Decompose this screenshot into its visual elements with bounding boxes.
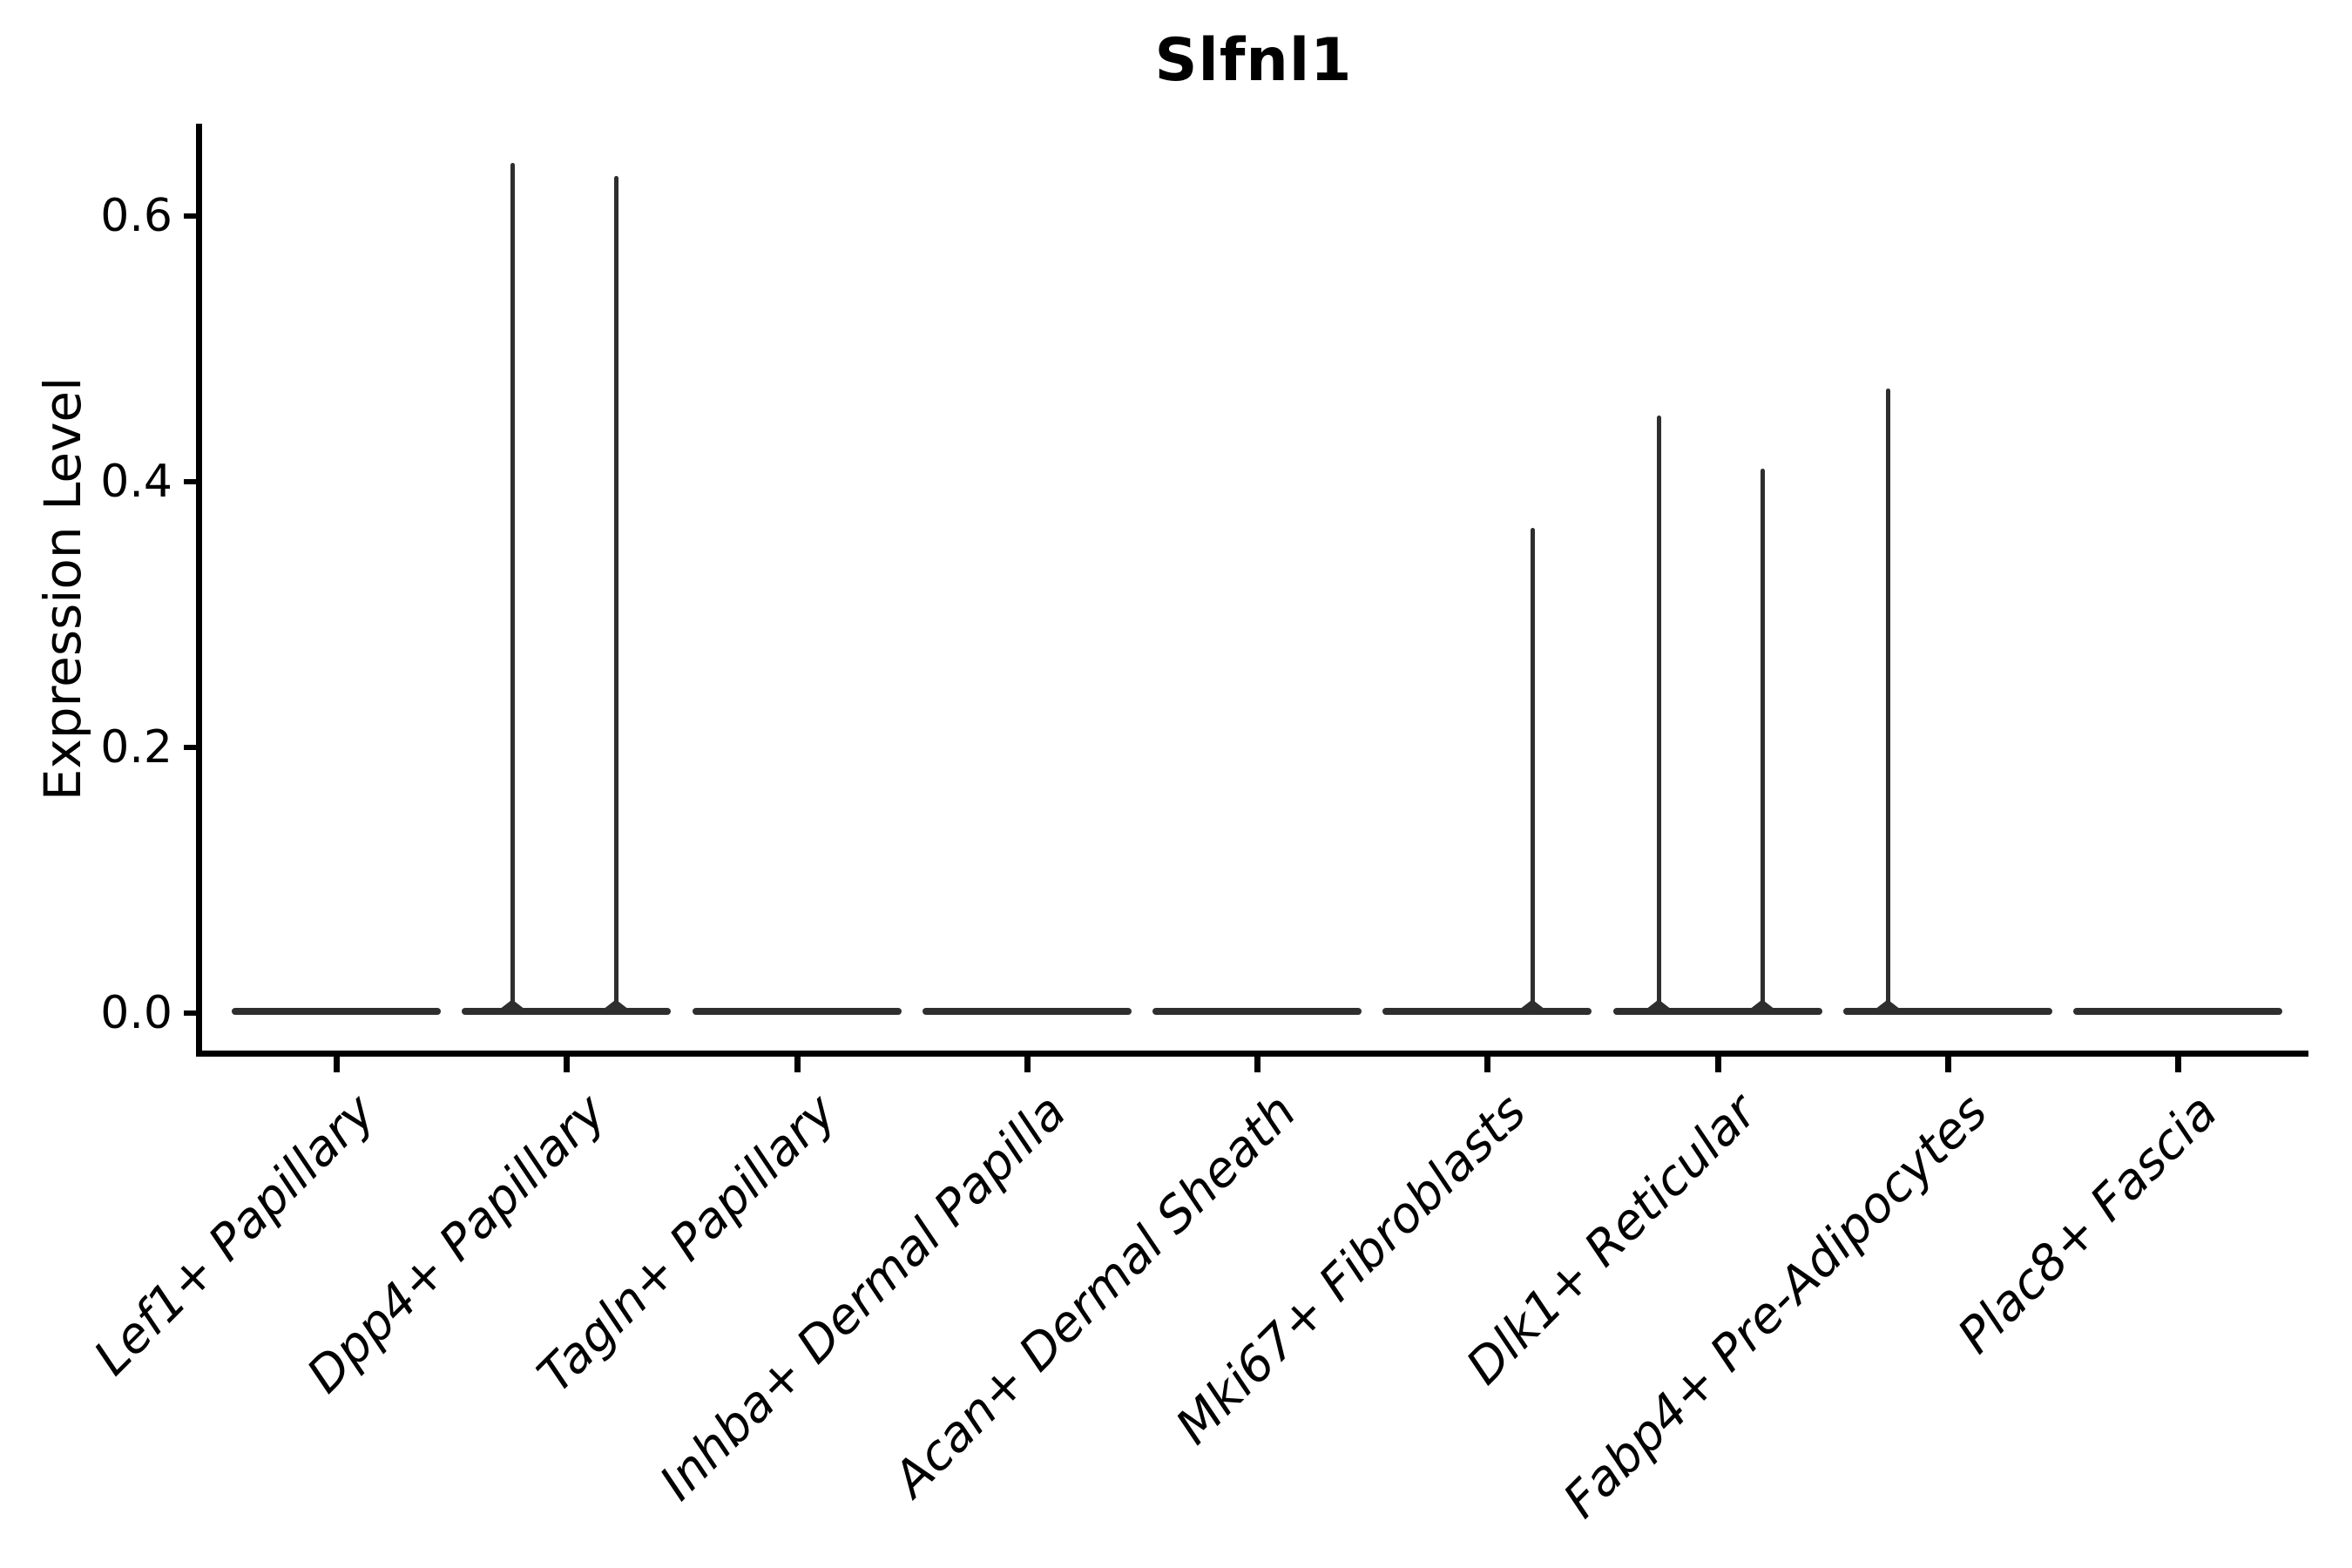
x-tick-mark <box>1254 1057 1260 1072</box>
violin-baseline <box>693 1008 902 1015</box>
violin-spike <box>1760 468 1765 1013</box>
y-tick-mark <box>184 213 198 219</box>
x-tick-label: Acan+ Dermal Sheath <box>882 1083 1308 1508</box>
violin-spike <box>510 163 515 1013</box>
violin-baseline <box>1152 1008 1362 1015</box>
x-axis-spine <box>196 1051 2308 1057</box>
violin-spike-flare <box>1646 997 1672 1010</box>
x-tick-mark <box>2175 1057 2181 1072</box>
violin-baseline <box>232 1008 441 1015</box>
violin-spike-flare <box>499 997 525 1010</box>
violin-baseline <box>1613 1008 1822 1015</box>
x-tick-mark <box>794 1057 801 1072</box>
violin-baseline <box>1843 1008 2052 1015</box>
y-tick-label: 0.6 <box>100 190 172 242</box>
violin-spike <box>613 176 618 1013</box>
violin-spike-flare <box>603 997 629 1010</box>
violin-baseline <box>923 1008 1132 1015</box>
y-axis-spine <box>196 124 202 1057</box>
x-tick-mark <box>1024 1057 1031 1072</box>
violin-spike <box>1885 389 1890 1013</box>
x-tick-mark <box>1715 1057 1721 1072</box>
violin-spike-flare <box>1519 997 1545 1010</box>
x-tick-mark <box>564 1057 570 1072</box>
y-tick-mark <box>184 745 198 750</box>
y-tick-label: 0.2 <box>100 721 172 774</box>
violin-spike-flare <box>1875 997 1901 1010</box>
violin-baseline <box>462 1008 671 1015</box>
y-tick-mark <box>184 1010 198 1016</box>
y-tick-label: 0.4 <box>100 456 172 508</box>
x-tick-label: Inhba+ Dermal Papilla <box>649 1083 1078 1511</box>
chart-title: Slfnl1 <box>1154 26 1353 95</box>
y-tick-label: 0.0 <box>100 987 172 1039</box>
violin-spike <box>1656 415 1661 1013</box>
x-tick-mark <box>1945 1057 1951 1072</box>
x-tick-label: Fabp4+ Pre-Adipocytes <box>1552 1083 1998 1530</box>
x-tick-mark <box>1484 1057 1490 1072</box>
violin-spike-flare <box>1749 997 1775 1010</box>
violin-spike <box>1530 528 1535 1013</box>
violin-baseline <box>1382 1008 1592 1015</box>
x-tick-mark <box>334 1057 340 1072</box>
violin-baseline <box>2073 1008 2282 1015</box>
y-tick-mark <box>184 479 198 484</box>
